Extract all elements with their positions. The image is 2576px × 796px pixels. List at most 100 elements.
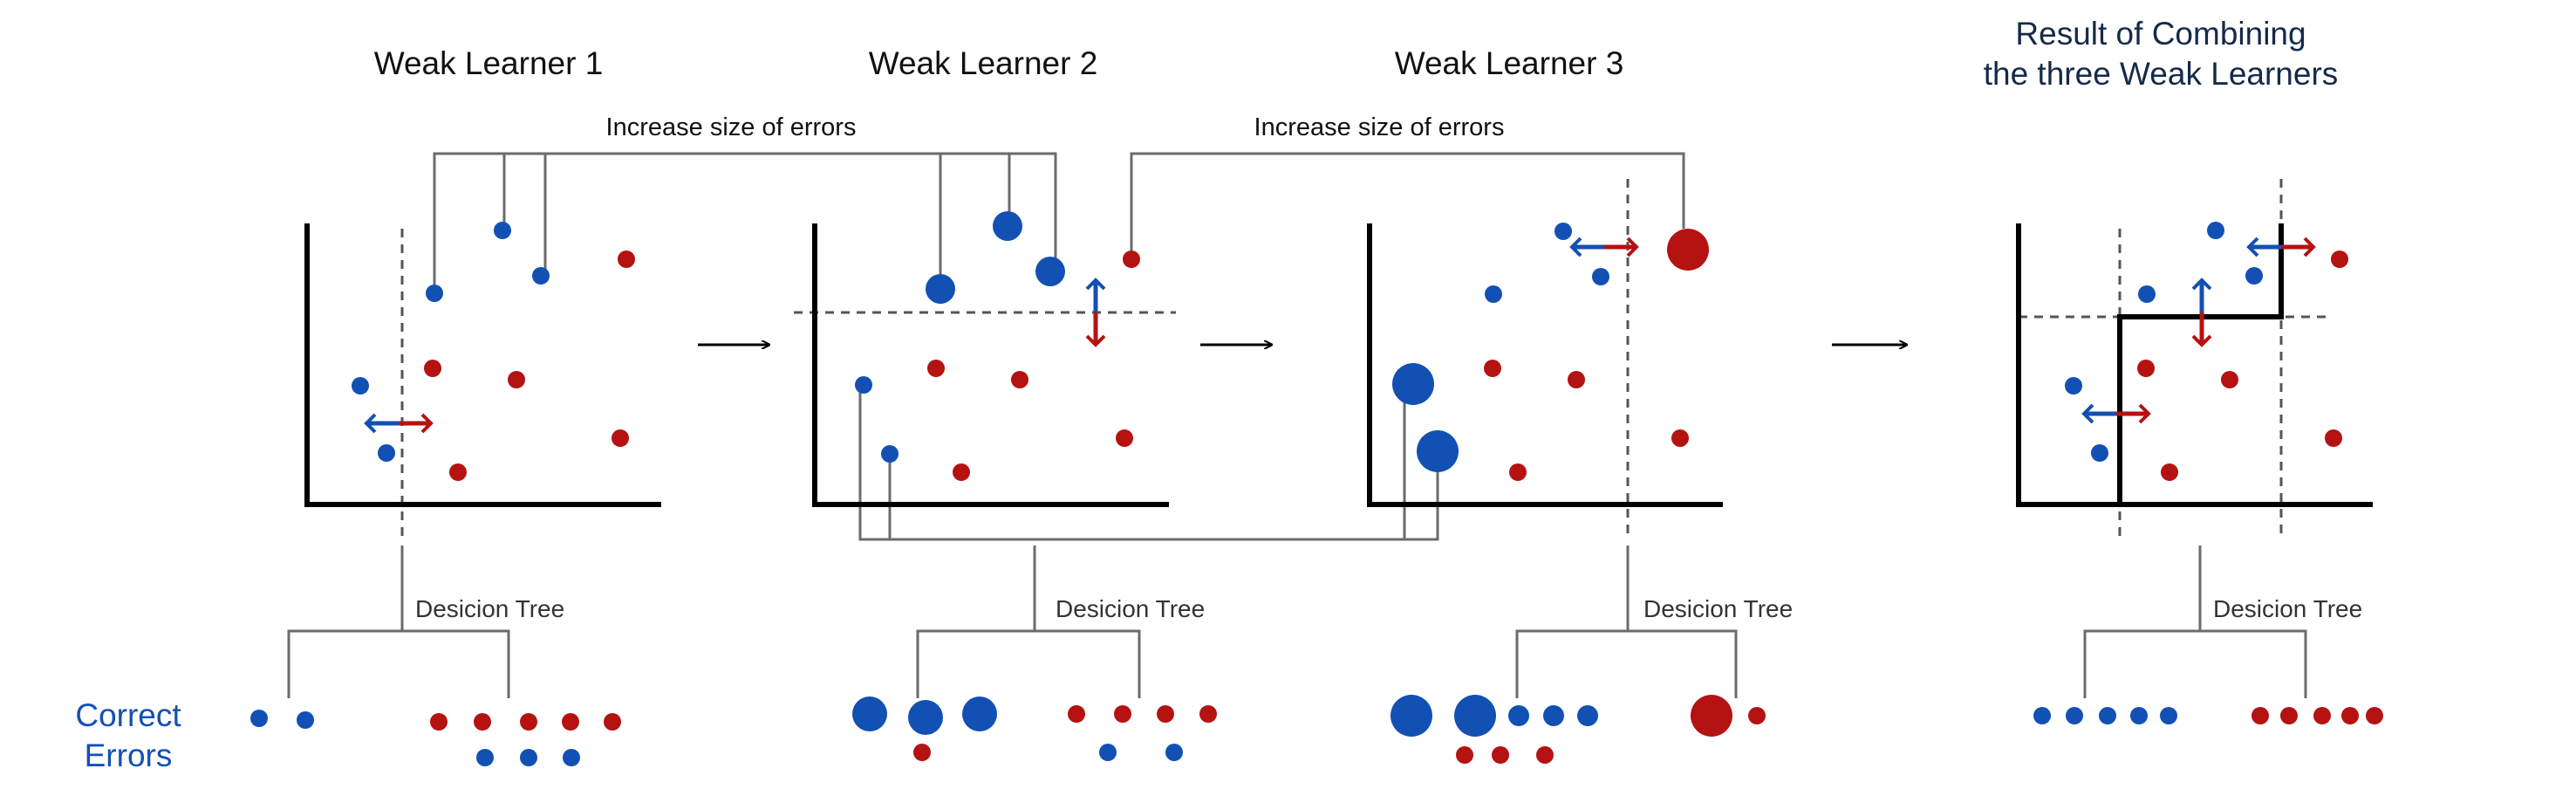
legend: Correct Errors: [72, 696, 185, 776]
arrowhead: [2246, 237, 2259, 257]
legend-errors: Errors: [84, 738, 173, 773]
correct-point: [532, 267, 550, 285]
correct-point: [2099, 707, 2116, 724]
correct-point: [1554, 223, 1572, 240]
error-point: [604, 713, 621, 731]
error-point: [2161, 463, 2178, 481]
arrowhead: [2191, 278, 2212, 291]
tree-3-branches: [1515, 629, 1738, 698]
result-title: Result of Combining the three Weak Learn…: [1984, 14, 2339, 94]
correct-point: [852, 696, 887, 731]
result-title-line-1: Result of Combining: [2015, 16, 2306, 51]
correct-point: [855, 376, 872, 394]
tree-label-2: Desicion Tree: [1056, 595, 1206, 622]
correct-point: [494, 222, 511, 239]
error-point: [1484, 360, 1501, 377]
tree-1-branches: [287, 629, 510, 698]
error-point: [2366, 707, 2383, 724]
error-point: [449, 463, 467, 481]
error-point: [1114, 705, 1131, 723]
error-point: [1492, 746, 1509, 764]
error-point: [2280, 707, 2298, 724]
correct-point: [426, 285, 443, 302]
error-point: [1671, 429, 1689, 447]
error-point: [1116, 429, 1133, 447]
correct-point: [993, 211, 1022, 241]
plot-axes: [2016, 223, 2373, 507]
error-point: [1123, 250, 1140, 268]
error-point: [1667, 229, 1709, 271]
error-point: [1568, 371, 1585, 388]
error-point: [1068, 705, 1085, 723]
correct-point: [2033, 707, 2051, 724]
error-point: [1748, 707, 1766, 724]
panel-title-weak-learner-2: Weak Learner 2: [868, 45, 1098, 81]
arrowhead: [1085, 278, 1106, 291]
correct-point: [1417, 430, 1459, 472]
correct-point: [1390, 695, 1432, 737]
error-point: [430, 713, 448, 731]
correct-point: [1485, 285, 1502, 303]
error-point: [1536, 746, 1554, 764]
tree-label-1: Desicion Tree: [415, 595, 565, 622]
panel-title-weak-learner-3: Weak Learner 3: [1394, 45, 1624, 81]
error-connector-3a: [858, 385, 1439, 541]
correct-point: [1454, 695, 1496, 737]
correct-point: [1508, 705, 1529, 726]
panel-title-weak-learner-1: Weak Learner 1: [373, 45, 604, 81]
correct-point: [378, 444, 395, 462]
arrowhead: [2138, 403, 2151, 424]
error-point: [2313, 707, 2331, 724]
increase-errors-note-2: Increase size of errors: [1254, 113, 1505, 141]
correct-point: [2066, 707, 2083, 724]
correct-point: [1035, 257, 1065, 286]
error-point: [1509, 463, 1527, 481]
arrowhead: [420, 413, 434, 434]
error-point: [508, 371, 525, 388]
error-connector-2: [1130, 152, 1685, 259]
error-point: [2221, 371, 2238, 388]
correct-point: [297, 711, 314, 729]
tree-4-branches: [2083, 629, 2307, 698]
correct-point: [1543, 705, 1564, 726]
error-point: [1199, 705, 1217, 723]
error-point: [2341, 707, 2359, 724]
error-point: [1157, 705, 1174, 723]
error-point: [562, 713, 579, 731]
increase-errors-note-1: Increase size of errors: [605, 113, 857, 141]
correct-point: [2245, 267, 2263, 285]
arrowhead: [1626, 237, 1639, 257]
error-point: [474, 713, 491, 731]
correct-point: [881, 445, 899, 463]
correct-point: [2207, 222, 2224, 239]
tree-2-branches: [916, 629, 1141, 698]
error-point: [913, 744, 931, 761]
correct-point: [962, 696, 997, 731]
correct-point: [1099, 744, 1117, 761]
error-point: [2251, 707, 2269, 724]
correct-point: [1592, 268, 1609, 285]
correct-point: [2065, 377, 2082, 395]
error-point: [953, 463, 970, 481]
error-point: [2137, 360, 2155, 377]
correct-point: [352, 377, 369, 395]
arrowhead: [2191, 334, 2212, 347]
arrowhead: [2303, 237, 2316, 257]
tree-label-3: Desicion Tree: [1643, 595, 1794, 622]
error-point: [1691, 695, 1732, 737]
tree-label-4: Desicion Tree: [2213, 595, 2363, 622]
arrowhead: [1085, 334, 1106, 347]
arrowhead: [1569, 237, 1582, 257]
correct-point: [926, 274, 955, 304]
result-title-line-2: the three Weak Learners: [1983, 56, 2339, 92]
correct-point: [250, 710, 268, 727]
error-point: [1456, 746, 1473, 764]
plot-axes: [304, 223, 661, 507]
correct-point: [2138, 285, 2156, 303]
error-point: [612, 429, 629, 447]
correct-point: [520, 749, 537, 766]
correct-point: [2091, 444, 2108, 462]
legend-correct: Correct: [75, 697, 181, 733]
